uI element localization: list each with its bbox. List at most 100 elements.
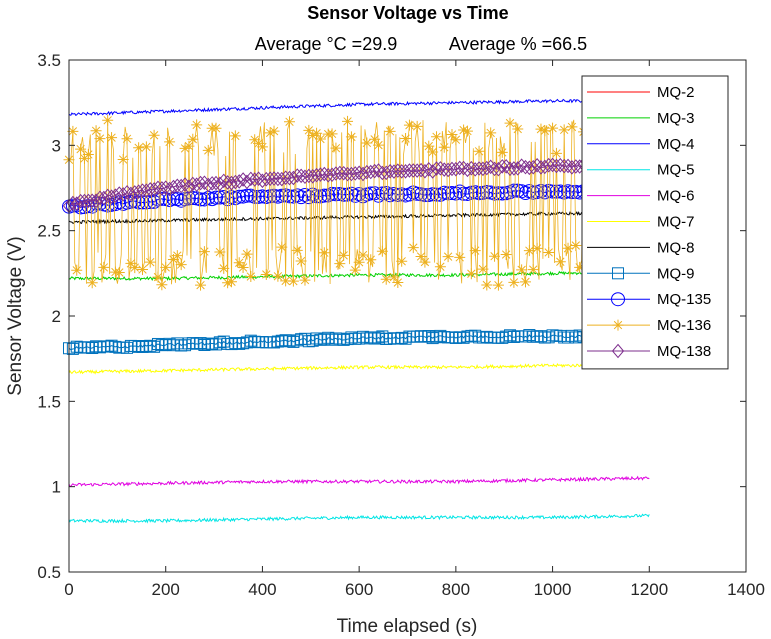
data-point-mq-136 — [454, 251, 466, 263]
data-point-mq-135 — [352, 187, 367, 202]
data-point-mq-9 — [395, 331, 408, 344]
data-point-mq-136 — [133, 142, 145, 154]
data-point-mq-136 — [137, 264, 149, 276]
data-point-mq-136 — [535, 123, 547, 135]
legend-entry-mq-7: MQ-7 — [587, 214, 695, 231]
data-point-mq-136 — [419, 256, 431, 268]
data-point-mq-9 — [527, 330, 540, 343]
data-point-mq-9 — [210, 338, 223, 351]
data-point-mq-136 — [307, 129, 319, 141]
data-point-mq-9 — [66, 342, 79, 355]
data-point-mq-9 — [507, 330, 520, 343]
data-point-mq-136 — [187, 133, 199, 145]
data-point-mq-136 — [550, 147, 562, 159]
data-point-mq-138 — [496, 159, 509, 174]
data-point-mq-136 — [183, 140, 195, 152]
data-point-mq-136 — [431, 131, 443, 143]
data-point-mq-136 — [245, 271, 257, 283]
series-mq-5 — [68, 513, 650, 524]
data-point-mq-9 — [333, 332, 346, 345]
data-point-mq-9 — [151, 337, 164, 350]
data-point-mq-138 — [349, 166, 362, 181]
data-point-mq-138 — [523, 160, 536, 176]
data-point-mq-136 — [156, 279, 168, 291]
data-point-mq-138 — [511, 161, 524, 176]
data-point-mq-136 — [334, 258, 346, 270]
data-point-mq-9 — [194, 337, 207, 350]
data-point-mq-9 — [275, 334, 288, 347]
data-point-mq-136 — [465, 268, 477, 280]
data-point-mq-136 — [311, 127, 323, 139]
data-point-mq-9 — [360, 332, 373, 345]
data-point-mq-9 — [121, 341, 134, 354]
data-point-mq-9 — [569, 331, 582, 344]
data-point-mq-9 — [457, 331, 470, 344]
data-point-mq-9 — [496, 331, 509, 344]
data-point-mq-9 — [391, 332, 404, 345]
legend: MQ-2 MQ-3 MQ-4 MQ-5 MQ-6 MQ-7 MQ-8 MQ-9 MQ-135 MQ… — [581, 75, 729, 370]
legend-marker-mq-136 — [612, 319, 624, 331]
data-point-mq-138 — [89, 193, 103, 209]
data-point-mq-138 — [291, 168, 304, 183]
data-point-mq-136 — [90, 125, 102, 137]
data-point-mq-138 — [314, 167, 327, 182]
data-point-mq-135 — [464, 185, 479, 200]
data-point-mq-138 — [530, 157, 544, 173]
data-point-mq-138 — [86, 193, 99, 209]
data-point-mq-138 — [480, 160, 493, 176]
data-point-mq-136 — [102, 114, 114, 126]
data-point-mq-9 — [298, 332, 311, 345]
data-point-mq-135 — [545, 184, 560, 199]
data-point-mq-135 — [325, 186, 340, 201]
data-point-mq-9 — [418, 330, 431, 343]
data-point-mq-9 — [345, 331, 358, 344]
data-point-mq-136 — [361, 137, 373, 149]
data-point-mq-136 — [229, 130, 241, 142]
data-point-mq-136 — [164, 136, 176, 148]
legend-marker-mq-9 — [612, 267, 624, 280]
data-point-mq-136 — [438, 141, 450, 153]
data-point-mq-9 — [86, 342, 99, 355]
data-point-mq-9 — [565, 329, 578, 342]
series-line-mq-4 — [68, 98, 650, 116]
data-point-mq-136 — [558, 124, 570, 136]
data-point-mq-138 — [538, 159, 551, 175]
data-point-mq-9 — [206, 337, 219, 350]
data-point-mq-136 — [345, 131, 357, 143]
data-point-mq-9 — [198, 338, 211, 351]
legend-entry-mq-138: MQ-138 — [587, 343, 711, 360]
data-point-mq-9 — [523, 329, 536, 342]
data-point-mq-138 — [453, 160, 466, 176]
data-point-mq-136 — [458, 124, 470, 136]
data-point-mq-9 — [357, 330, 370, 343]
data-point-mq-136 — [284, 116, 296, 128]
data-point-mq-9 — [326, 333, 339, 346]
series-line-mq-9 — [68, 332, 650, 351]
data-point-mq-138 — [484, 159, 497, 175]
data-point-mq-9 — [445, 331, 458, 344]
data-point-mq-138 — [248, 172, 261, 187]
data-point-mq-136 — [202, 144, 214, 156]
data-point-mq-138 — [554, 157, 567, 173]
data-point-mq-138 — [155, 181, 169, 196]
data-point-mq-136 — [175, 259, 187, 271]
data-point-mq-136 — [342, 115, 354, 127]
series-layer — [62, 98, 657, 524]
data-point-mq-135 — [181, 191, 196, 206]
data-point-mq-9 — [229, 337, 242, 350]
data-point-mq-136 — [489, 250, 501, 262]
data-point-mq-135 — [193, 192, 208, 207]
data-point-mq-136 — [222, 277, 234, 289]
data-point-mq-9 — [144, 339, 157, 352]
data-point-mq-136 — [396, 255, 408, 267]
data-point-mq-136 — [547, 122, 559, 134]
data-point-mq-135 — [425, 187, 440, 202]
series-line-mq-7 — [68, 362, 650, 375]
data-point-mq-136 — [291, 244, 303, 256]
data-point-mq-138 — [213, 176, 227, 192]
data-point-mq-136 — [539, 125, 551, 137]
data-point-mq-135 — [301, 190, 316, 205]
data-point-mq-136 — [496, 146, 508, 158]
data-point-mq-136 — [98, 261, 110, 273]
